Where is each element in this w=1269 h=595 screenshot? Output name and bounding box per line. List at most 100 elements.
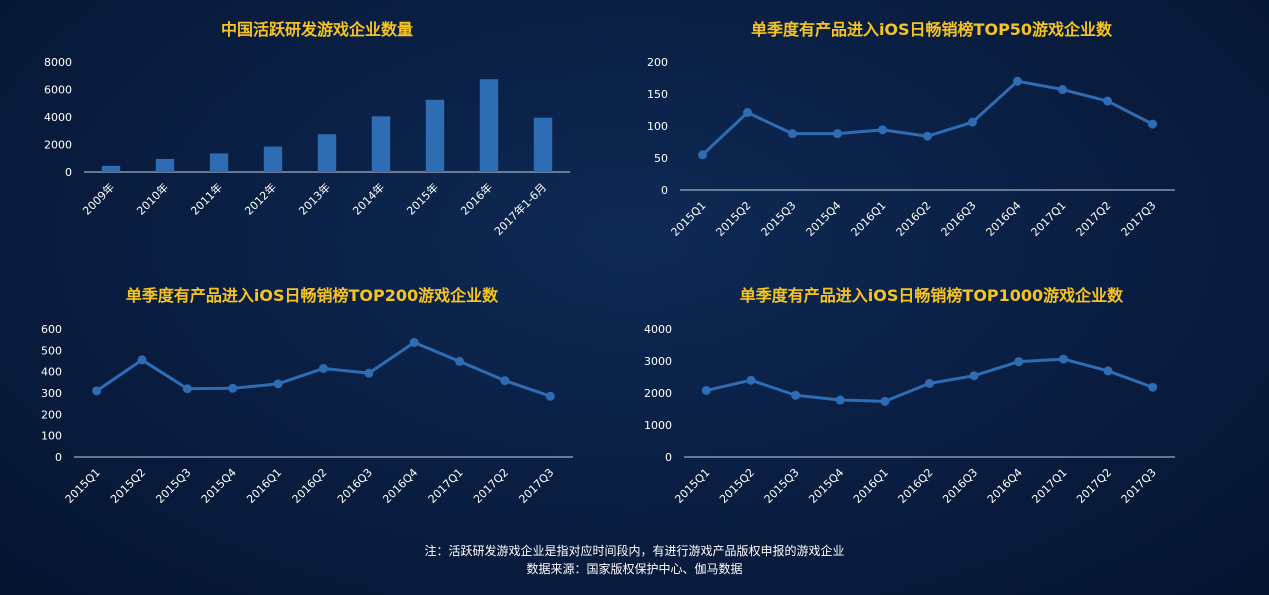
y-tick-label: 0 bbox=[55, 451, 62, 464]
bar bbox=[209, 153, 229, 172]
bar-chart: 0 2000 4000 6000 8000 2009年 2010年 2011年 2012年 201… bbox=[44, 56, 570, 238]
y-tick-label: 0 bbox=[665, 451, 672, 464]
y-tick-label: 300 bbox=[41, 387, 62, 400]
bar bbox=[425, 99, 445, 172]
x-tick-label: 2016Q4 bbox=[380, 466, 420, 506]
x-tick-label: 2011年 bbox=[188, 180, 225, 217]
x-tick-label: 2016年 bbox=[458, 180, 495, 217]
y-tick-label: 200 bbox=[647, 56, 668, 69]
y-tick-label: 200 bbox=[41, 408, 62, 421]
x-tick-label: 2012年 bbox=[242, 180, 279, 217]
data-point bbox=[791, 390, 801, 400]
x-tick-label: 2016Q4 bbox=[984, 199, 1024, 239]
data-point bbox=[273, 379, 283, 389]
x-tick-label: 2016Q3 bbox=[939, 199, 979, 239]
y-tick-label: 100 bbox=[41, 430, 62, 443]
chart-title: 单季度有产品进入iOS日畅销榜TOP50游戏企业数 bbox=[750, 20, 1113, 39]
x-tick-label: 2016Q1 bbox=[244, 466, 284, 506]
x-tick-label: 2016Q3 bbox=[940, 466, 980, 506]
y-tick-label: 50 bbox=[654, 152, 668, 165]
bar bbox=[533, 117, 553, 172]
x-tick-label: 2015Q1 bbox=[63, 466, 103, 506]
x-tick-label: 2017Q1 bbox=[1029, 466, 1069, 506]
chart-top200-companies: 单季度有产品进入iOS日畅销榜TOP200游戏企业数 0 100 200 300 400… bbox=[0, 270, 634, 540]
data-point bbox=[1058, 85, 1067, 95]
chart-top50-companies: 单季度有产品进入iOS日畅销榜TOP50游戏企业数 0 50 100 150 200 20… bbox=[634, 0, 1269, 270]
data-point bbox=[1148, 382, 1158, 392]
data-point bbox=[1148, 119, 1157, 129]
x-tick-label: 2015Q4 bbox=[199, 466, 239, 506]
chart-title: 单季度有产品进入iOS日畅销榜TOP1000游戏企业数 bbox=[739, 286, 1124, 305]
data-point bbox=[923, 131, 932, 141]
bar bbox=[317, 134, 337, 172]
y-tick-label: 6000 bbox=[44, 84, 72, 97]
bar bbox=[101, 165, 121, 172]
x-tick-label: 2015Q1 bbox=[672, 466, 712, 506]
x-tick-label: 2017Q3 bbox=[1119, 199, 1159, 239]
x-tick-label: 2015Q2 bbox=[714, 199, 754, 239]
y-tick-label: 500 bbox=[41, 344, 62, 357]
data-point bbox=[228, 383, 238, 393]
x-tick-label: 2015Q4 bbox=[806, 466, 846, 506]
data-point bbox=[878, 125, 887, 135]
data-point bbox=[1013, 76, 1022, 86]
x-tick-label: 2010年 bbox=[134, 180, 171, 217]
data-point bbox=[925, 378, 934, 388]
line-chart: 0 1000 2000 3000 4000 2015Q1 2015Q2 2015Q3 2015Q… bbox=[644, 323, 1175, 506]
y-tick-label: 4000 bbox=[644, 323, 672, 336]
data-point bbox=[364, 368, 374, 378]
x-tick-label: 2015Q4 bbox=[804, 199, 844, 239]
y-tick-label: 100 bbox=[647, 120, 668, 133]
data-point bbox=[880, 396, 890, 406]
y-tick-label: 1000 bbox=[644, 419, 672, 432]
data-point bbox=[969, 371, 979, 381]
data-point bbox=[835, 395, 845, 405]
data-point bbox=[137, 355, 147, 365]
x-tick-label: 2016Q2 bbox=[896, 466, 936, 506]
chart-active-dev-companies: 中国活跃研发游戏企业数量 0 2000 4000 6000 8000 2009年 2010年… bbox=[0, 0, 634, 270]
x-tick-label: 2015Q2 bbox=[108, 466, 148, 506]
x-tick-label: 2016Q2 bbox=[290, 466, 330, 506]
x-tick-label: 2016Q2 bbox=[894, 199, 934, 239]
data-point bbox=[698, 150, 707, 160]
data-point bbox=[182, 384, 192, 394]
y-tick-label: 400 bbox=[41, 366, 62, 379]
x-tick-label: 2017Q2 bbox=[471, 466, 511, 506]
bar bbox=[479, 79, 499, 172]
data-point bbox=[746, 375, 756, 385]
data-point bbox=[743, 108, 752, 118]
footnote-source: 数据来源：国家版权保护中心、伽马数据 bbox=[526, 562, 743, 576]
data-point bbox=[1014, 357, 1024, 367]
x-tick-label: 2009年 bbox=[80, 180, 117, 217]
x-tick-label: 2017Q2 bbox=[1074, 466, 1114, 506]
data-point bbox=[788, 129, 797, 139]
y-tick-label: 4000 bbox=[44, 111, 72, 124]
data-point bbox=[833, 129, 842, 139]
x-tick-label: 2017年1-6月 bbox=[491, 180, 549, 238]
x-tick-label: 2014年 bbox=[350, 180, 387, 217]
data-point bbox=[455, 356, 465, 366]
y-tick-label: 600 bbox=[41, 323, 62, 336]
x-tick-label: 2016Q1 bbox=[851, 466, 891, 506]
x-tick-label: 2017Q1 bbox=[426, 466, 466, 506]
bar bbox=[371, 116, 391, 172]
chart-top1000-companies: 单季度有产品进入iOS日畅销榜TOP1000游戏企业数 0 1000 2000 300… bbox=[634, 270, 1269, 540]
y-tick-label: 2000 bbox=[44, 139, 72, 152]
data-point bbox=[701, 385, 711, 395]
y-tick-label: 0 bbox=[65, 166, 72, 179]
data-point bbox=[1103, 96, 1112, 106]
x-tick-label: 2016Q4 bbox=[985, 466, 1025, 506]
x-tick-label: 2015Q3 bbox=[762, 466, 802, 506]
data-point bbox=[1103, 366, 1113, 376]
x-tick-label: 2015Q2 bbox=[717, 466, 757, 506]
bar bbox=[263, 146, 283, 172]
chart-title: 单季度有产品进入iOS日畅销榜TOP200游戏企业数 bbox=[125, 286, 499, 305]
data-point bbox=[968, 117, 977, 127]
y-tick-label: 2000 bbox=[644, 387, 672, 400]
bar bbox=[155, 158, 175, 172]
x-tick-label: 2016Q1 bbox=[849, 199, 889, 239]
data-point bbox=[545, 391, 555, 401]
x-tick-label: 2017Q1 bbox=[1029, 199, 1069, 239]
